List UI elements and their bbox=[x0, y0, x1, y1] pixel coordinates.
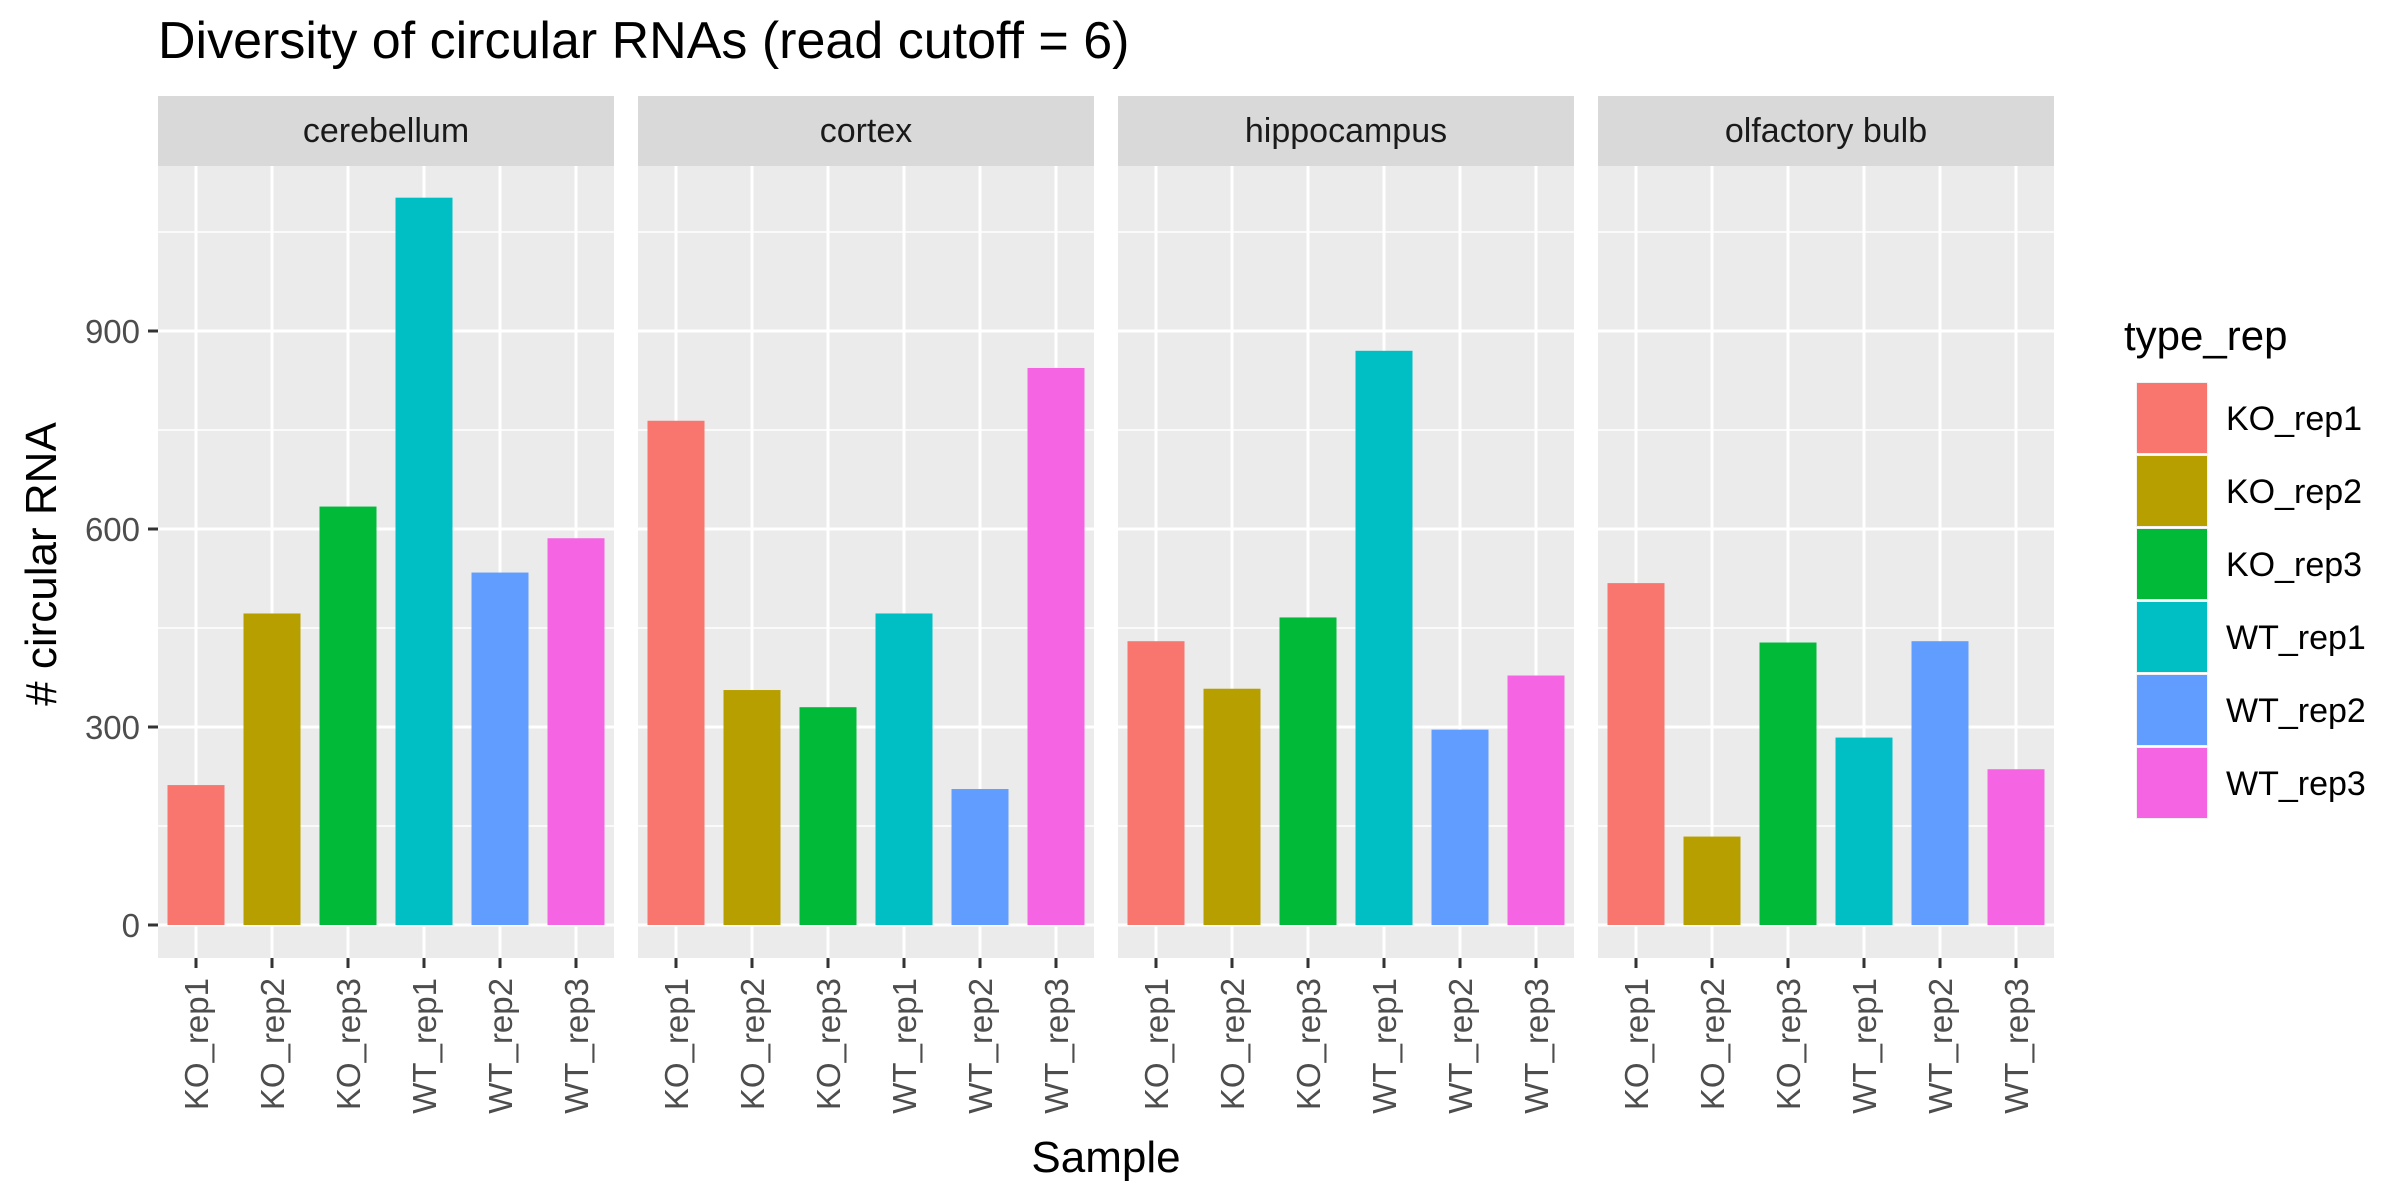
bar-ko-rep3 bbox=[1759, 642, 1817, 925]
x-tick-label: KO_rep1 bbox=[658, 978, 695, 1110]
bar-ko-rep3 bbox=[319, 506, 377, 925]
x-tick-label: KO_rep1 bbox=[1138, 978, 1175, 1110]
x-tick-label: WT_rep1 bbox=[1846, 978, 1883, 1114]
legend-swatch bbox=[2137, 383, 2207, 453]
facet-strip bbox=[1598, 96, 2054, 166]
x-axis-title: Sample bbox=[1031, 1133, 1180, 1182]
legend-swatch bbox=[2137, 675, 2207, 745]
facet-panel: cerebellum KO_rep1 KO_rep2 KO_rep3 WT_rep1 WT… bbox=[158, 96, 614, 1114]
legend-label: WT_rep1 bbox=[2226, 619, 2366, 657]
bar-ko-rep1 bbox=[1607, 583, 1665, 925]
legend-label: WT_rep2 bbox=[2226, 692, 2366, 730]
facet-strip-label: cortex bbox=[820, 112, 913, 150]
facet-strip bbox=[158, 96, 614, 166]
bar-wt-rep1 bbox=[1355, 350, 1413, 925]
bar-ko-rep3 bbox=[799, 707, 857, 925]
bar-wt-rep1 bbox=[395, 197, 453, 925]
legend-title: type_rep bbox=[2124, 312, 2287, 359]
bar-wt-rep2 bbox=[1431, 729, 1489, 925]
facet-strip bbox=[1118, 96, 1574, 166]
bar-wt-rep3 bbox=[547, 538, 605, 925]
x-tick-label: WT_rep2 bbox=[482, 978, 519, 1114]
x-tick-label: WT_rep3 bbox=[1038, 978, 1075, 1114]
bar-ko-rep2 bbox=[243, 613, 301, 925]
x-tick-label: KO_rep3 bbox=[1770, 978, 1807, 1110]
bar-wt-rep3 bbox=[1987, 769, 2045, 925]
bar-ko-rep2 bbox=[1683, 836, 1741, 925]
bar-wt-rep3 bbox=[1507, 675, 1565, 925]
facet-strip bbox=[638, 96, 1094, 166]
y-axis-title: # circular RNA bbox=[17, 422, 66, 706]
bar-ko-rep3 bbox=[1279, 617, 1337, 925]
x-tick-label: KO_rep3 bbox=[1290, 978, 1327, 1110]
bar-wt-rep2 bbox=[1911, 641, 1969, 925]
legend-swatch bbox=[2137, 602, 2207, 672]
x-tick-label: WT_rep1 bbox=[886, 978, 923, 1114]
bar-ko-rep1 bbox=[1127, 641, 1185, 925]
bar-wt-rep2 bbox=[951, 789, 1009, 925]
panel-background bbox=[158, 166, 614, 958]
panel-background bbox=[1118, 166, 1574, 958]
x-tick-label: WT_rep2 bbox=[1442, 978, 1479, 1114]
legend-label: KO_rep1 bbox=[2226, 400, 2362, 438]
legend-swatch bbox=[2137, 748, 2207, 818]
x-tick-label: KO_rep1 bbox=[1618, 978, 1655, 1110]
legend: type_rep KO_rep1 KO_rep2 KO_rep3 WT_rep1 WT_… bbox=[2124, 312, 2366, 819]
x-tick-label: KO_rep2 bbox=[1214, 978, 1251, 1110]
bar-ko-rep2 bbox=[723, 690, 781, 925]
legend-label: KO_rep3 bbox=[2226, 546, 2362, 584]
y-tick-label: 0 bbox=[122, 907, 140, 944]
x-tick-label: KO_rep3 bbox=[330, 978, 367, 1110]
legend-swatch bbox=[2137, 456, 2207, 526]
x-tick-label: WT_rep2 bbox=[1922, 978, 1959, 1114]
x-tick-label: WT_rep3 bbox=[1998, 978, 2035, 1114]
x-tick-label: WT_rep3 bbox=[1518, 978, 1555, 1114]
facet-strip-label: cerebellum bbox=[303, 112, 469, 150]
y-tick-label: 600 bbox=[85, 511, 140, 548]
panel-background bbox=[1598, 166, 2054, 958]
x-tick-label: WT_rep1 bbox=[1366, 978, 1403, 1114]
bar-wt-rep1 bbox=[1835, 737, 1893, 925]
bar-wt-rep1 bbox=[875, 613, 933, 925]
x-tick-label: WT_rep2 bbox=[962, 978, 999, 1114]
legend-label: WT_rep3 bbox=[2226, 765, 2366, 803]
facet-panel: olfactory bulb KO_rep1 KO_rep2 KO_rep3 WT_re… bbox=[1598, 96, 2054, 1114]
facet-panel: hippocampus KO_rep1 KO_rep2 KO_rep3 WT_rep1 W… bbox=[1118, 96, 1574, 1114]
facet-strip-label: hippocampus bbox=[1245, 112, 1447, 150]
facet-panel: cortex KO_rep1 KO_rep2 KO_rep3 WT_rep1 WT_rep… bbox=[638, 96, 1094, 1114]
x-tick-label: KO_rep1 bbox=[178, 978, 215, 1110]
bar-ko-rep2 bbox=[1203, 688, 1261, 925]
x-tick-label: WT_rep3 bbox=[558, 978, 595, 1114]
x-tick-label: KO_rep2 bbox=[254, 978, 291, 1110]
y-tick-label: 300 bbox=[85, 709, 140, 746]
facet-strip-label: olfactory bulb bbox=[1725, 112, 1927, 150]
x-tick-label: KO_rep2 bbox=[1694, 978, 1731, 1110]
x-tick-label: WT_rep1 bbox=[406, 978, 443, 1114]
x-tick-label: KO_rep3 bbox=[810, 978, 847, 1110]
legend-swatch bbox=[2137, 529, 2207, 599]
legend-label: KO_rep2 bbox=[2226, 473, 2362, 511]
facet-panels: cerebellum KO_rep1 KO_rep2 KO_rep3 WT_rep1 WT… bbox=[158, 96, 2054, 1114]
bar-ko-rep1 bbox=[167, 785, 225, 925]
panel-background bbox=[638, 166, 1094, 958]
bar-ko-rep1 bbox=[647, 420, 705, 925]
chart-title: Diversity of circular RNAs (read cutoff … bbox=[158, 12, 1129, 70]
x-tick-label: KO_rep2 bbox=[734, 978, 771, 1110]
y-tick-label: 900 bbox=[85, 313, 140, 350]
bar-wt-rep3 bbox=[1027, 367, 1085, 926]
y-axis: 0 300 600 900 bbox=[85, 313, 158, 944]
bar-wt-rep2 bbox=[471, 572, 529, 925]
